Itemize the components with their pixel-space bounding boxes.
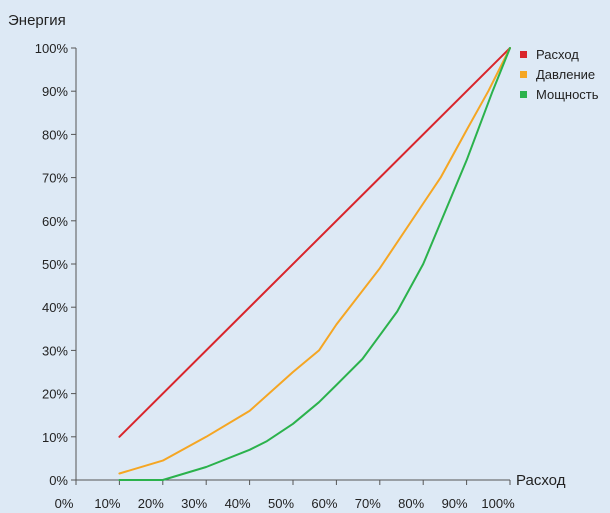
- x-tick-label: 90%: [442, 496, 468, 511]
- x-tick-label: 40%: [225, 496, 251, 511]
- y-tick-label: 50%: [42, 257, 68, 272]
- legend: Расход Давление Мощность: [520, 47, 599, 102]
- y-ticks: 0% 10% 20% 30% 40% 50% 60% 70% 80% 90% 100%: [35, 41, 76, 488]
- legend-label: Мощность: [536, 87, 599, 102]
- y-tick-label: 60%: [42, 214, 68, 229]
- series-line-1: [118, 47, 511, 438]
- x-tick-label: 0%: [55, 496, 74, 511]
- y-tick-label: 70%: [42, 171, 68, 186]
- x-tick-label: 80%: [398, 496, 424, 511]
- legend-swatch: [520, 51, 527, 58]
- x-tick-label: 50%: [268, 496, 294, 511]
- y-tick-label: 40%: [42, 300, 68, 315]
- series-line-2: [118, 47, 511, 475]
- x-tick-label: 20%: [138, 496, 164, 511]
- series-lines: [118, 47, 511, 481]
- legend-swatch: [520, 91, 527, 98]
- x-axis-title: Расход: [516, 472, 566, 489]
- series-line-3: [118, 47, 511, 481]
- y-tick-label: 0%: [49, 473, 68, 488]
- x-ticks: 0% 10% 20% 30% 40% 50% 60% 70% 80% 90% 100%: [55, 480, 515, 511]
- x-tick-label: 100%: [481, 496, 515, 511]
- y-tick-label: 10%: [42, 430, 68, 445]
- x-tick-label: 30%: [181, 496, 207, 511]
- x-tick-label: 70%: [355, 496, 381, 511]
- legend-label: Расход: [536, 47, 579, 62]
- legend-label: Давление: [536, 67, 595, 82]
- y-axis-title: Энергия: [8, 12, 66, 29]
- x-tick-label: 10%: [94, 496, 120, 511]
- y-tick-label: 30%: [42, 343, 68, 358]
- y-tick-label: 20%: [42, 387, 68, 402]
- y-tick-label: 90%: [42, 84, 68, 99]
- y-tick-label: 80%: [42, 127, 68, 142]
- legend-swatch: [520, 71, 527, 78]
- y-tick-label: 100%: [35, 41, 69, 56]
- x-tick-label: 60%: [311, 496, 337, 511]
